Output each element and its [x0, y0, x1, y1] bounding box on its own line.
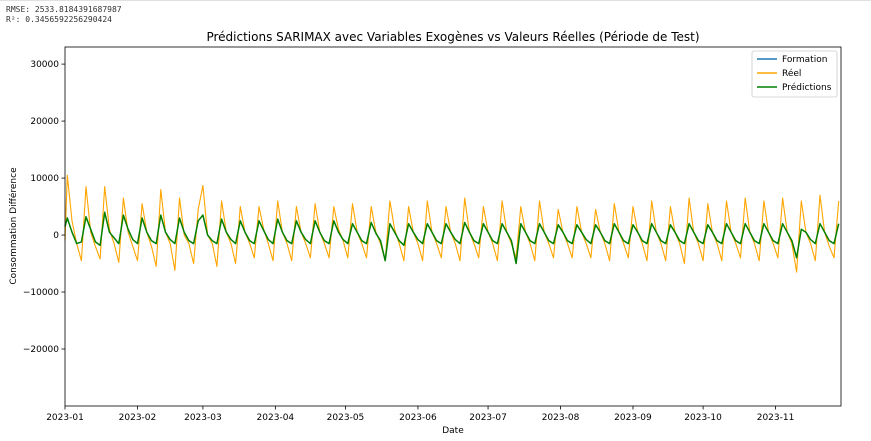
x-tick-label: 2023-07	[469, 413, 507, 423]
x-tick-label: 2023-02	[119, 413, 157, 423]
x-tick-label: 2023-08	[542, 413, 580, 423]
x-tick-label: 2023-10	[684, 413, 722, 423]
x-tick-label: 2023-03	[184, 413, 222, 423]
x-tick-label: 2023-11	[757, 413, 795, 423]
legend-reel-label: Réel	[782, 68, 801, 79]
x-tick-label: 2023-09	[614, 413, 652, 423]
y-axis: −20000 −10000 0 10000 20000 30000	[23, 60, 65, 355]
x-tick-label: 2023-05	[327, 413, 365, 423]
y-tick-label: 30000	[30, 60, 59, 70]
y-axis-label: Consommation Différence	[8, 167, 19, 285]
cell-divider	[0, 0, 871, 1]
legend-predictions-label: Prédictions	[782, 82, 832, 93]
r2-output: R²: 0.3456592256290424	[6, 15, 112, 24]
chart-title: Prédictions SARIMAX avec Variables Exogè…	[206, 30, 699, 44]
y-tick-label: 10000	[30, 174, 59, 184]
y-tick-label: −20000	[23, 345, 59, 355]
legend: Formation Réel Prédictions	[751, 50, 838, 98]
x-tick-label: 2023-06	[399, 413, 437, 423]
y-tick-label: −10000	[23, 288, 59, 298]
plot-area	[64, 174, 840, 273]
cell-output-text: RMSE: 2533.8184391687987 R²: 0.3456592256…	[6, 5, 122, 25]
legend-box	[751, 50, 838, 98]
plot-frame	[64, 46, 842, 407]
y-tick-label: 0	[53, 231, 59, 241]
legend-formation-label: Formation	[782, 55, 827, 65]
predictions-series-line	[64, 211, 840, 265]
x-tick-label: 2023-01	[46, 413, 84, 423]
x-axis: 2023-01 2023-02 2023-03 2023-04 2023-05 2023-…	[46, 406, 794, 423]
rmse-output: RMSE: 2533.8184391687987	[6, 5, 122, 14]
x-axis-label: Date	[442, 426, 464, 436]
x-tick-label: 2023-04	[257, 413, 295, 423]
y-tick-label: 20000	[30, 117, 59, 127]
